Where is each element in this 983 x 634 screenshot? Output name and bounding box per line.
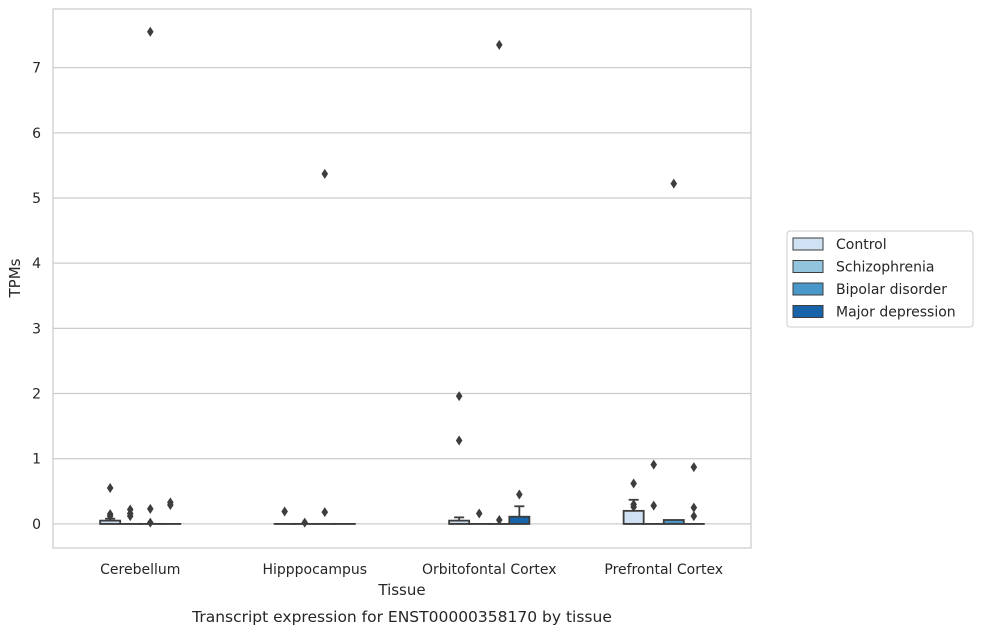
y-tick-label: 7 (32, 61, 41, 77)
legend-label: Bipolar disorder (836, 282, 947, 298)
outlier-point (630, 501, 637, 512)
y-axis-ticks: 0 1 2 3 4 5 6 7 (32, 61, 41, 533)
outlier-point (146, 26, 154, 37)
outlier-point (146, 517, 154, 528)
x-tick-label: Hipppocampus (262, 562, 367, 578)
outlier-layer (106, 26, 698, 528)
outlier-point (670, 178, 678, 189)
outlier-point (167, 499, 174, 510)
outlier-point (475, 508, 483, 519)
y-tick-label: 1 (32, 452, 41, 468)
outlier-point (455, 391, 463, 402)
outlier-point (301, 517, 309, 528)
y-tick-label: 5 (32, 191, 41, 207)
grid-lines (53, 67, 751, 525)
box-bipolar-disorder (662, 519, 685, 525)
legend-swatch (792, 282, 824, 296)
outlier-point (516, 489, 523, 500)
outlier-point (106, 483, 114, 494)
legend-swatch (792, 237, 824, 251)
outlier-point (281, 506, 288, 517)
outlier-point (650, 500, 658, 511)
x-tick-label: Orbitofontal Cortex (422, 562, 557, 578)
outlier-point (321, 507, 329, 518)
outlier-point (126, 511, 134, 522)
y-tick-label: 6 (32, 126, 41, 142)
y-tick-label: 3 (32, 321, 41, 337)
y-tick-label: 4 (32, 256, 41, 272)
legend-label: Schizophrenia (836, 260, 934, 276)
outlier-point (630, 478, 637, 489)
legend-swatch (792, 260, 824, 273)
legend-frame (786, 230, 974, 328)
legend-label: Control (836, 237, 887, 253)
y-tick-label: 0 (32, 517, 41, 533)
legend: Control Schizophrenia Bipolar disorder Majo… (786, 230, 974, 328)
outlier-point (146, 503, 154, 514)
outlier-point (495, 514, 503, 525)
outlier-point (495, 39, 503, 50)
box-control (448, 516, 471, 525)
x-axis-title: Tissue (377, 581, 425, 599)
outlier-point (690, 511, 698, 522)
outlier-point (690, 502, 698, 513)
legend-label: Major depression (836, 305, 956, 321)
x-tick-label: Cerebellum (100, 562, 180, 578)
outlier-point (650, 459, 658, 470)
outlier-point (106, 511, 114, 522)
legend-swatch (792, 305, 824, 318)
outlier-point (690, 462, 698, 473)
box-layer (99, 498, 705, 525)
box-major-depression (508, 505, 531, 525)
box-body (622, 509, 645, 525)
outlier-point (455, 435, 463, 446)
y-tick-label: 2 (32, 387, 41, 403)
outlier-point (321, 168, 329, 179)
y-axis-title: TPMs (6, 258, 24, 298)
box-body (508, 515, 531, 525)
x-tick-label: Prefrontal Cortex (604, 562, 723, 578)
plot-area-frame (52, 8, 752, 549)
chart-caption: Transcript expression for ENST0000035817… (191, 608, 612, 626)
x-axis-ticks: Cerebellum Hipppocampus Orbitofontal Corte… (100, 562, 723, 578)
